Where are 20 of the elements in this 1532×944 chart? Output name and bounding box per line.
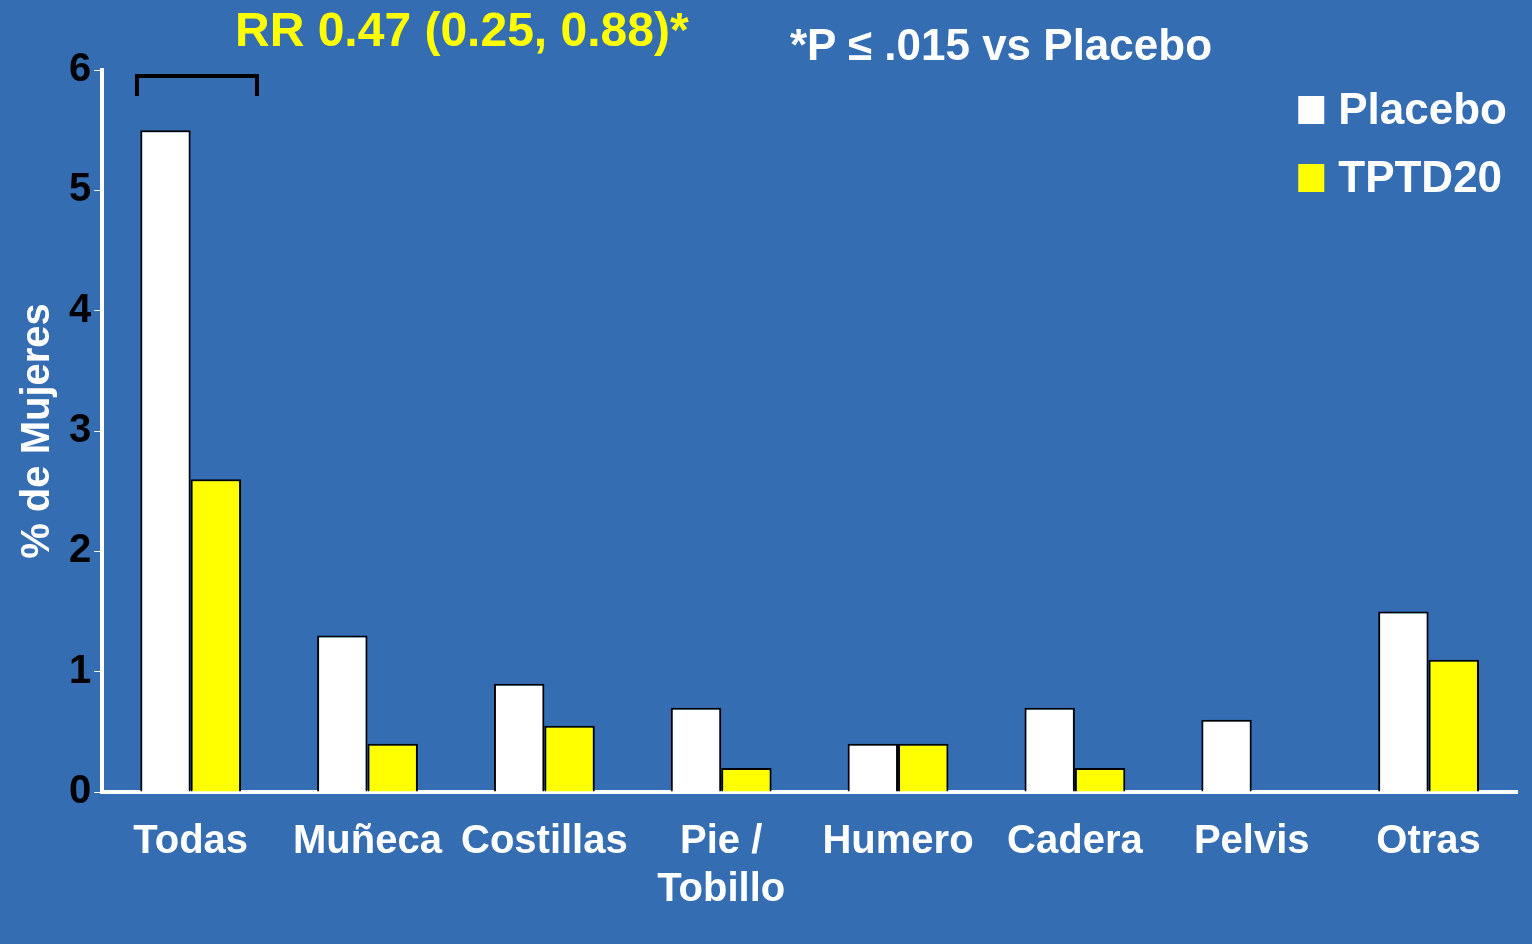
y-tick-label: 0 xyxy=(69,767,92,812)
y-tick-label: 6 xyxy=(69,45,92,90)
y-axis-title: % de Mujeres xyxy=(13,303,58,559)
y-tick-label: 5 xyxy=(69,165,92,210)
y-tick-label: 2 xyxy=(69,526,92,571)
text: *P ≤ .015 vs Placebo xyxy=(790,20,1213,70)
y-tick-label: 1 xyxy=(69,646,92,691)
x-tick-label: Muñeca xyxy=(293,817,443,862)
x-tick-label: Pelvis xyxy=(1193,817,1310,862)
x-tick-label: Humero xyxy=(822,817,974,862)
legend-label: Placebo xyxy=(1338,84,1508,134)
x-tick-label: Cadera xyxy=(1007,817,1144,862)
x-tick-label: Costillas xyxy=(461,817,628,862)
x-tick-label: Otras xyxy=(1376,817,1481,862)
legend-label: TPTD20 xyxy=(1338,152,1503,202)
x-tick-label: Todas xyxy=(133,817,249,862)
x-tick-label: Pie / Tobillo xyxy=(657,817,786,910)
text: RR 0.47 (0.25, 0.88)* xyxy=(235,2,689,57)
y-tick-label: 3 xyxy=(69,406,92,451)
y-tick-label: 4 xyxy=(69,285,92,330)
